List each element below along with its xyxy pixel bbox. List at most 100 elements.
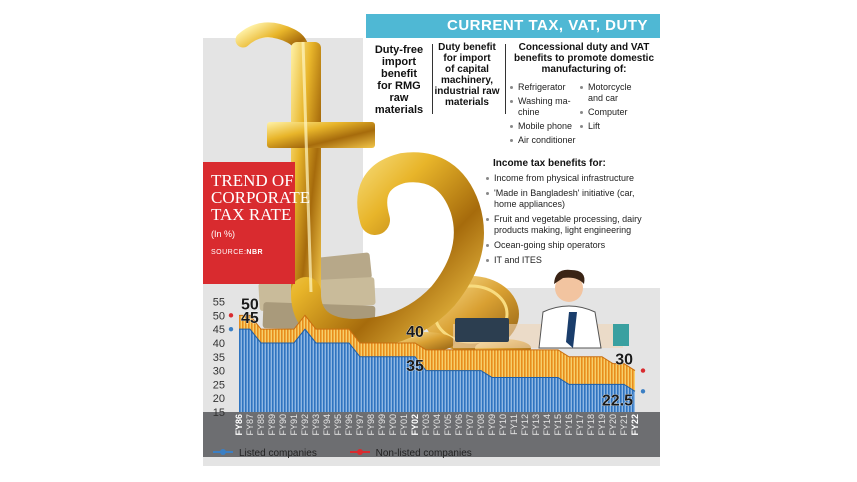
x-tick-label: FY05 [443, 414, 453, 436]
data-label: 30 [615, 352, 633, 369]
concessional-list-right: Motorcycle and car Computer Lift [580, 82, 632, 132]
y-tick-label: 30 [213, 366, 225, 378]
legend-label-nonlisted: Non-listed companies [375, 448, 472, 459]
x-axis-band [203, 412, 660, 457]
data-label: 50 [241, 296, 259, 313]
y-tick-label: 40 [213, 338, 225, 350]
listed-series-area [239, 329, 635, 412]
x-tick-label: FY21 [619, 414, 629, 436]
x-tick-label: FY18 [586, 414, 596, 436]
x-tick-label: FY93 [311, 414, 321, 436]
x-tick-label: FY94 [322, 414, 332, 436]
y-tick-label: 50 [213, 310, 225, 322]
x-tick-label: FY91 [289, 414, 299, 436]
data-label: 40 [406, 324, 424, 341]
benefit-capital-machinery: Duty benefit for import of capital machi… [434, 42, 500, 108]
y-tick-label: 15 [213, 407, 225, 419]
benefit-rmg: Duty-free import benefit for RMG raw mat… [374, 44, 424, 116]
listed-series-marker [228, 326, 234, 332]
list-item: Mobile phone [510, 121, 576, 132]
benefits-banner: CURRENT TAX, VAT, DUTY BENEFITS [366, 14, 660, 58]
listed-series-line [239, 328, 636, 392]
list-item: Motorcycle [580, 82, 632, 93]
businessman-illustration [453, 269, 629, 349]
legend: Listed companies Non-listed companies [213, 448, 472, 459]
tax-rate-chart: FY86 FY87 FY88 FY89 FY90 FY91 FY92 FY93 FY94 FY95… [203, 22, 660, 457]
y-tick-label: 35 [213, 352, 225, 364]
legend-symbol-listed [213, 449, 233, 455]
x-tick-label: FY20 [608, 414, 618, 436]
x-tick-label: FY00 [388, 414, 398, 436]
x-tick-label: FY07 [465, 414, 475, 436]
y-tick-label: 20 [213, 393, 225, 405]
x-tick-label: FY12 [520, 414, 530, 436]
x-tick-label: FY03 [421, 414, 431, 436]
list-item: 'Made in Bangladesh' initiative (car, ho… [486, 188, 656, 210]
x-tick-label: FY10 [498, 414, 508, 436]
concessional-heading: Concessional duty and VAT benefits to pr… [513, 42, 654, 75]
non-listed-series-marker [228, 313, 234, 318]
income-tax-heading: Income tax benefits for: [493, 158, 606, 169]
list-item: Fruit and vegetable processing, dairy pr… [486, 214, 656, 236]
trend-title-box [203, 162, 295, 284]
x-tick-label: FY13 [531, 414, 541, 436]
x-tick-label: FY04 [432, 414, 442, 436]
y-tick-label: 45 [213, 324, 225, 336]
data-label: 45 [241, 310, 259, 327]
x-tick-label: FY99 [377, 414, 387, 436]
x-axis-labels: FY86 FY87 FY88 FY89 FY90 FY91 FY92 FY93 FY94 FY95… [234, 414, 640, 436]
non-listed-series-line [239, 314, 636, 371]
source-label: SOURCE:NBR [211, 249, 264, 256]
list-item: chine [518, 107, 540, 117]
divider [505, 44, 506, 114]
x-tick-label: FY96 [344, 414, 354, 436]
x-tick-label: FY14 [542, 414, 552, 436]
list-item: Air conditioner [510, 135, 576, 146]
income-tax-list: Income from physical infrastructure 'Mad… [486, 173, 656, 270]
x-tick-label: FY97 [355, 414, 365, 436]
x-tick-label: FY01 [399, 414, 409, 436]
x-tick-label: FY15 [553, 414, 563, 436]
legend-symbol-nonlisted [349, 449, 370, 455]
x-tick-label: FY19 [597, 414, 607, 436]
x-tick-label: FY92 [300, 414, 310, 436]
data-label: 22.5 [602, 392, 633, 409]
infographic: CURRENT TAX, VAT, DUTY BENEFITS Duty-fre… [203, 12, 660, 466]
x-tick-label: FY02 [410, 414, 420, 436]
x-tick-label: FY87 [245, 414, 255, 436]
x-tick-label: FY09 [487, 414, 497, 436]
x-tick-label: FY06 [454, 414, 464, 436]
non-listed-series-area [239, 315, 635, 392]
x-tick-label: FY08 [476, 414, 486, 436]
concessional-list-left: Refrigerator Washing ma- chine Mobile ph… [510, 82, 576, 146]
legend-label-listed: Listed companies [239, 448, 317, 459]
x-tick-label: FY95 [333, 414, 343, 436]
data-label: 35 [406, 358, 424, 375]
x-tick-label: FY16 [564, 414, 574, 436]
divider [432, 44, 433, 114]
x-tick-label: FY11 [509, 414, 519, 435]
y-tick-label: 55 [213, 297, 225, 309]
listed-series-marker [640, 389, 646, 394]
list-item: Washing ma- [510, 96, 576, 107]
list-item: Computer [580, 107, 632, 118]
chart-title: TREND OF CORPORATE TAX RATE [211, 171, 311, 224]
list-item: Income from physical infrastructure [486, 173, 656, 184]
y-tick-label: 25 [213, 379, 225, 391]
x-tick-label: FY88 [256, 414, 266, 436]
list-item: Refrigerator [510, 82, 576, 93]
non-listed-series-marker [640, 368, 646, 373]
list-item: Ocean-going ship operators [486, 240, 656, 251]
chart-unit: (In %) [211, 229, 236, 239]
list-item: IT and ITES [486, 255, 656, 266]
list-item: and car [588, 93, 619, 103]
x-tick-label: FY22 [630, 414, 640, 436]
plot-area [228, 313, 646, 412]
x-tick-label: FY89 [267, 414, 277, 436]
x-tick-label: FY17 [575, 414, 585, 436]
x-tick-label: FY86 [234, 414, 244, 436]
x-tick-label: FY90 [278, 414, 288, 436]
x-tick-label: FY98 [366, 414, 376, 436]
